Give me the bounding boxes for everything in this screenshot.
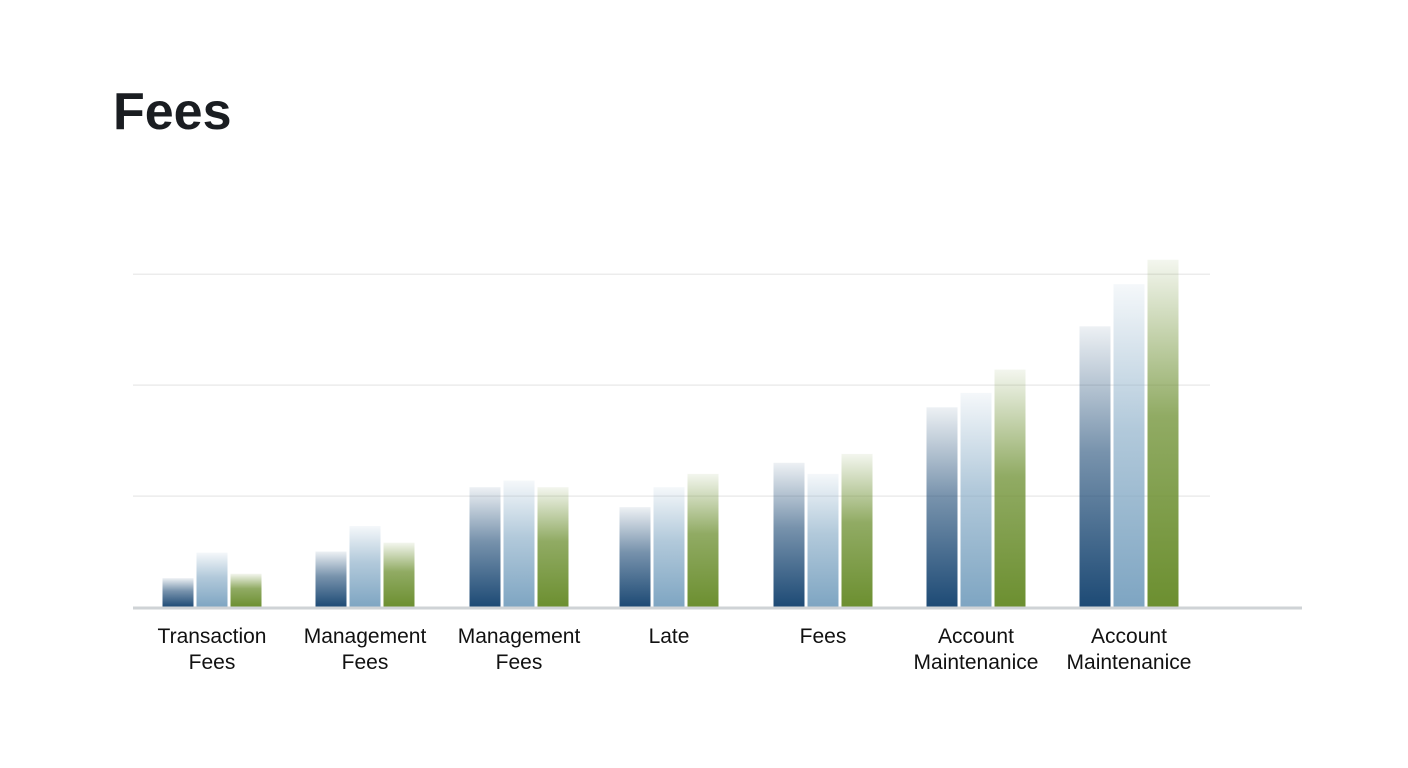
bar-series1-cat7 (1079, 326, 1111, 607)
bar-series3-cat7 (1147, 259, 1179, 607)
bar-series2-cat1 (196, 552, 228, 607)
bar-series3-cat3 (537, 487, 569, 607)
bar-series2-cat2 (349, 526, 381, 607)
bar-series3-cat4 (687, 473, 719, 607)
x-tick-label: Maintenanice (914, 651, 1039, 674)
bar-series1-cat2 (315, 551, 347, 607)
bar-series1-cat6 (926, 407, 958, 607)
bar-series1-cat5 (773, 462, 805, 607)
bar-series1-cat3 (469, 487, 501, 607)
x-tick-label: Account (1091, 625, 1167, 648)
bar-series1-cat4 (619, 507, 651, 607)
bar-series3-cat6 (994, 369, 1026, 607)
x-tick-label: Account (938, 625, 1014, 648)
x-tick-label: Maintenanice (1067, 651, 1192, 674)
x-tick-label: Late (649, 625, 690, 648)
bar-series3-cat5 (841, 453, 873, 607)
x-tick-label: Management (458, 625, 581, 648)
bar-series3-cat1 (230, 573, 262, 607)
bar-series2-cat5 (807, 473, 839, 607)
bar-series3-cat2 (383, 542, 415, 607)
x-tick-label: Transaction (158, 625, 267, 648)
chart-title: Fees (113, 83, 232, 141)
bar-series1-cat1 (162, 578, 194, 607)
bar-series2-cat7 (1113, 284, 1145, 607)
x-tick-label: Management (304, 625, 427, 648)
x-tick-label: Fees (189, 651, 236, 674)
x-tick-label: Fees (342, 651, 389, 674)
bar-series2-cat6 (960, 392, 992, 607)
x-tick-label: Fees (800, 625, 847, 648)
bar-series2-cat4 (653, 487, 685, 607)
x-tick-label: Fees (496, 651, 543, 674)
bar-series2-cat3 (503, 480, 535, 607)
